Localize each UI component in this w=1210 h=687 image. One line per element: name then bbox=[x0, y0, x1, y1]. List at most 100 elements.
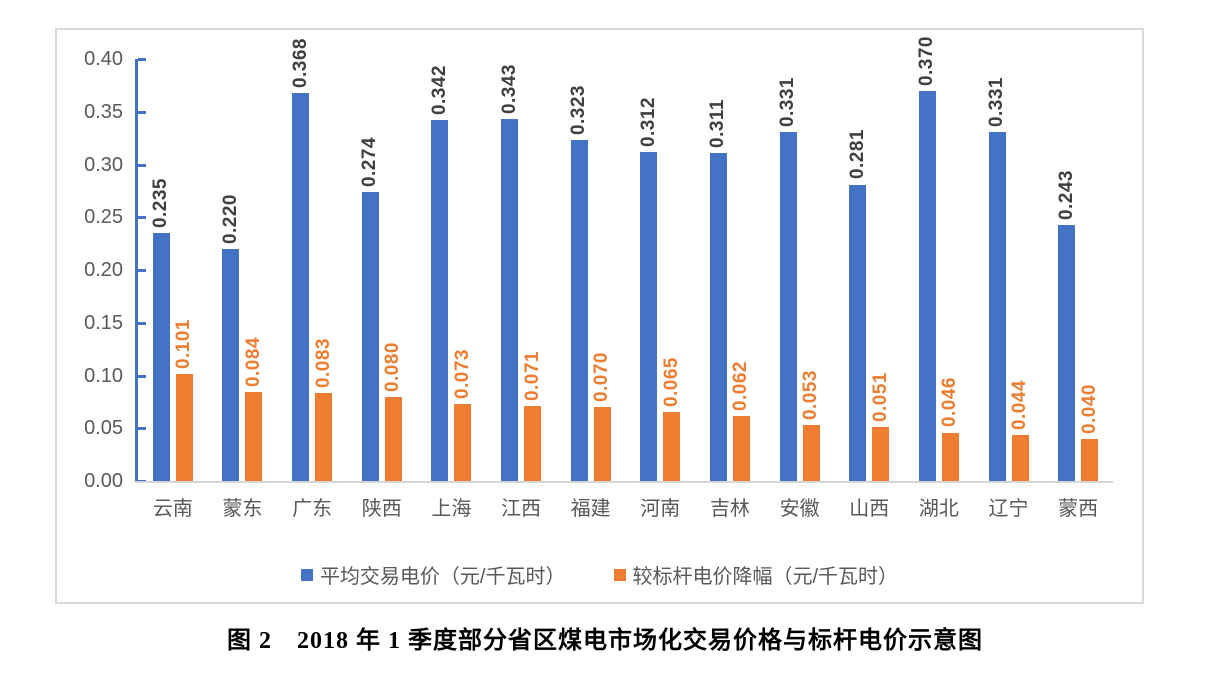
x-category-label: 河南 bbox=[640, 498, 681, 520]
bar-series2-蒙西: 0.040 bbox=[1079, 384, 1100, 481]
bar-group: 0.331 0.053 bbox=[765, 59, 835, 481]
bar-value-label: 0.243 bbox=[1055, 169, 1077, 220]
y-tick-label: 0.05 bbox=[84, 417, 123, 440]
bar-series2-辽宁: 0.044 bbox=[1009, 380, 1030, 481]
bar-value-label: 0.343 bbox=[498, 64, 520, 115]
bar-value-label: 0.051 bbox=[869, 372, 891, 423]
y-tick-label: 0.10 bbox=[84, 364, 123, 387]
bar-value-label: 0.220 bbox=[219, 193, 241, 244]
legend-label-series2: 较标杆电价降幅（元/千瓦时） bbox=[632, 566, 899, 588]
x-category-label: 辽宁 bbox=[988, 498, 1029, 520]
x-category-label: 广东 bbox=[292, 498, 333, 520]
x-axis-category-labels: 云南 蒙东 广东 陕西 上海 江西 福建 河南 吉林 安徽 山西 湖北 辽宁 蒙西 bbox=[138, 492, 1113, 521]
y-tick-label: 0.20 bbox=[84, 259, 123, 281]
bar-series2-湖北: 0.046 bbox=[939, 377, 960, 481]
x-category-label: 安徽 bbox=[779, 498, 820, 520]
bar-value-label: 0.342 bbox=[428, 65, 450, 116]
bar-value-label: 0.370 bbox=[916, 35, 938, 86]
bar-value-label: 0.323 bbox=[568, 85, 590, 136]
bar-series2-福建: 0.070 bbox=[591, 352, 612, 481]
bar-value-label: 0.083 bbox=[312, 338, 334, 389]
plot-area: 0.235 0.101 0.220 0.084 0.368 0.083 0.274 0.080… bbox=[138, 36, 1113, 481]
bar-series1-陕西: 0.274 bbox=[359, 137, 380, 481]
bar-series2-蒙东: 0.084 bbox=[243, 337, 264, 481]
bar-value-label: 0.046 bbox=[939, 377, 961, 428]
bar-series2-陕西: 0.080 bbox=[382, 342, 403, 481]
x-category-label: 江西 bbox=[501, 498, 542, 520]
y-tick-mark-icon bbox=[138, 321, 146, 325]
bar-value-label: 0.312 bbox=[637, 96, 659, 147]
bar-series1-蒙东: 0.220 bbox=[220, 194, 241, 481]
bar-series2-安徽: 0.053 bbox=[800, 370, 821, 481]
bar-series2-广东: 0.083 bbox=[313, 338, 334, 481]
y-tick-mark-icon bbox=[138, 269, 146, 272]
x-category-label: 吉林 bbox=[709, 498, 750, 520]
figure-caption: 图 2 2018 年 1 季度部分省区煤电市场化交易价格与标杆电价示意图 bbox=[227, 628, 983, 654]
bar-value-label: 0.368 bbox=[289, 37, 311, 88]
bar-series2-云南: 0.101 bbox=[173, 319, 194, 481]
bar-value-label: 0.274 bbox=[359, 136, 381, 187]
y-tick-label: 0.15 bbox=[84, 311, 123, 334]
bar-series1-吉林: 0.311 bbox=[707, 99, 728, 481]
bar-value-label: 0.311 bbox=[707, 98, 729, 148]
legend-item-series1: 平均交易电价（元/千瓦时） bbox=[300, 560, 566, 589]
y-tick-label: 0.35 bbox=[84, 100, 123, 123]
bar-series1-山西: 0.281 bbox=[847, 129, 868, 481]
bar-value-label: 0.073 bbox=[451, 348, 473, 399]
y-tick-label: 0.00 bbox=[84, 470, 123, 492]
y-tick-label: 0.40 bbox=[84, 48, 123, 70]
bar-series1-云南: 0.235 bbox=[150, 178, 171, 481]
bar-value-label: 0.331 bbox=[777, 76, 799, 127]
bar-group: 0.342 0.073 bbox=[417, 59, 487, 481]
bar-series1-广东: 0.368 bbox=[290, 38, 311, 481]
bar-value-label: 0.101 bbox=[173, 319, 195, 370]
bar-value-label: 0.065 bbox=[660, 357, 682, 408]
bar-group: 0.331 0.044 bbox=[974, 59, 1044, 481]
bar-series1-辽宁: 0.331 bbox=[986, 77, 1007, 481]
x-category-label: 山西 bbox=[849, 498, 890, 520]
bar-value-label: 0.331 bbox=[986, 76, 1007, 127]
bar-group: 0.274 0.080 bbox=[347, 59, 417, 481]
y-tick-mark-icon bbox=[138, 374, 146, 378]
bar-value-label: 0.235 bbox=[150, 178, 172, 229]
y-tick-mark-icon bbox=[138, 58, 146, 61]
y-tick-mark-icon bbox=[138, 163, 146, 167]
chart-frame: 0.40 0.35 0.30 0.25 0.20 0.15 0.10 0.05 0.00 0.2… bbox=[55, 28, 1144, 604]
bar-value-label: 0.062 bbox=[730, 360, 752, 411]
bar-series2-吉林: 0.062 bbox=[730, 361, 751, 481]
legend-label-series1: 平均交易电价（元/千瓦时） bbox=[319, 566, 566, 588]
bar-series2-江西: 0.071 bbox=[522, 351, 543, 481]
bar-value-label: 0.044 bbox=[1009, 379, 1030, 430]
x-axis-baseline bbox=[135, 481, 1113, 483]
bar-series1-河南: 0.312 bbox=[638, 97, 659, 481]
y-tick-label: 0.30 bbox=[84, 153, 123, 176]
y-tick-mark-icon bbox=[138, 216, 146, 220]
x-category-label: 云南 bbox=[152, 498, 193, 520]
bar-group: 0.370 0.046 bbox=[904, 36, 974, 481]
x-category-label: 蒙东 bbox=[222, 498, 263, 520]
bar-value-label: 0.080 bbox=[382, 341, 404, 392]
bar-value-label: 0.040 bbox=[1078, 383, 1100, 434]
x-category-label: 蒙西 bbox=[1058, 498, 1099, 520]
bar-series2-上海: 0.073 bbox=[452, 349, 473, 481]
bar-series1-蒙西: 0.243 bbox=[1056, 170, 1077, 481]
bar-series2-河南: 0.065 bbox=[661, 357, 682, 481]
bar-value-label: 0.070 bbox=[591, 352, 613, 403]
x-category-label: 湖北 bbox=[918, 498, 959, 520]
bar-group: 0.312 0.065 bbox=[625, 59, 695, 481]
bar-series1-江西: 0.343 bbox=[499, 64, 520, 481]
x-category-label: 陕西 bbox=[361, 498, 402, 520]
bar-value-label: 0.281 bbox=[846, 129, 868, 180]
bar-group: 0.281 0.051 bbox=[834, 59, 904, 481]
bar-series1-湖北: 0.370 bbox=[916, 36, 937, 481]
bar-group: 0.235 0.101 bbox=[138, 59, 208, 481]
legend-marker-series1-icon bbox=[300, 568, 313, 581]
bar-series1-福建: 0.323 bbox=[568, 85, 589, 481]
bar-group: 0.368 0.083 bbox=[277, 38, 347, 481]
x-category-label: 福建 bbox=[570, 498, 611, 520]
x-category-label: 上海 bbox=[431, 498, 472, 520]
bar-group: 0.220 0.084 bbox=[208, 59, 278, 481]
bar-value-label: 0.053 bbox=[800, 370, 822, 421]
legend: 平均交易电价（元/千瓦时） 较标杆电价降幅（元/千瓦时） bbox=[57, 560, 1142, 589]
